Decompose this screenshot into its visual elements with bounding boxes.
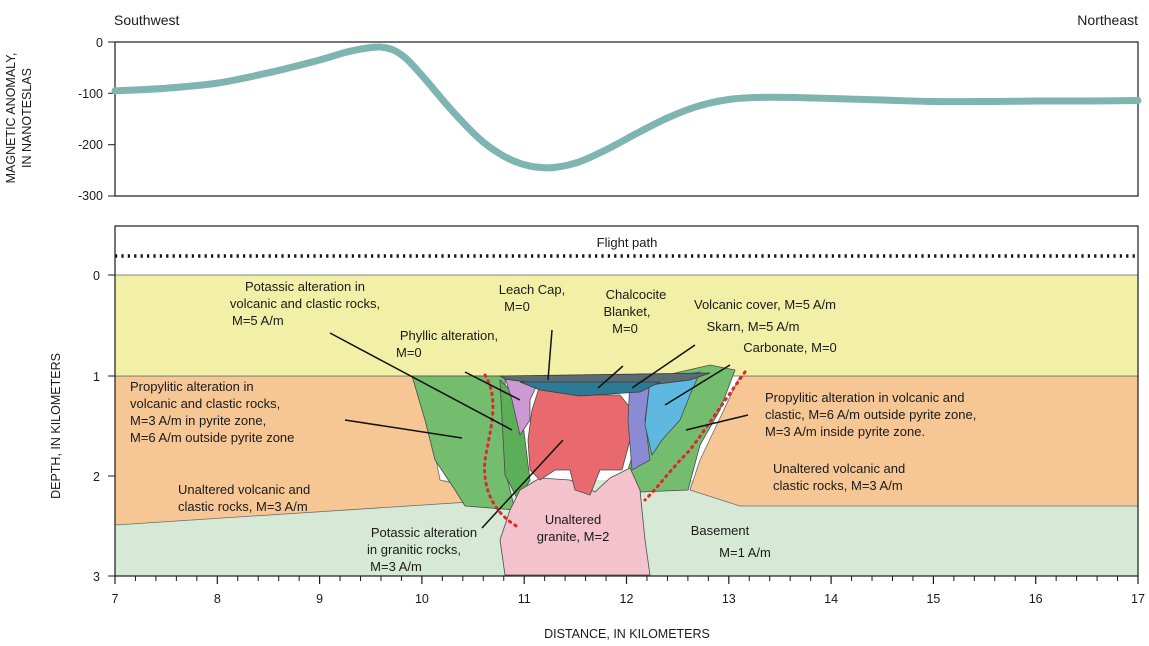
depth-yticks: 0 1 2 3 [93, 269, 115, 584]
xtick-label: 8 [214, 592, 221, 606]
xtick-label: 15 [926, 592, 940, 606]
label-unaltered-right-2: clastic rocks, M=3 A/m [773, 478, 903, 493]
magnetic-ylabel-line1: MAGNETIC ANOMALY, [4, 53, 18, 184]
mag-ytick-1: -100 [78, 87, 103, 101]
label-basement-1: Basement [691, 523, 750, 538]
label-volcanic-cover: Volcanic cover, M=5 A/m [694, 297, 836, 312]
label-unaltered-left-1: Unaltered volcanic and [178, 482, 310, 497]
xtick-label: 11 [518, 592, 531, 606]
leader-chalcocite [597, 365, 624, 389]
xtick-label: 13 [722, 592, 736, 606]
mag-ytick-2: -200 [78, 138, 103, 152]
label-potassic-granitic-1: Potassic alteration [371, 525, 477, 540]
label-phyllic-1: Phyllic alteration, [400, 328, 498, 343]
volcanic-cover-unit [114, 274, 1139, 377]
leader-potassic-granitic [481, 439, 564, 529]
magnetic-anomaly-curve [111, 43, 1142, 172]
pyrite-zone-boundary-right [643, 370, 747, 502]
label-phyllic-2: M=0 [396, 345, 422, 360]
xtick-label: 10 [415, 592, 429, 606]
label-propylitic-left-1: Propylitic alteration in [130, 379, 254, 394]
southwest-label: Southwest [114, 12, 179, 28]
leader-lines [329, 329, 749, 529]
label-unaltered-granite-2: granite, M=2 [537, 529, 610, 544]
leader-phyllic [464, 371, 521, 401]
xtick-label: 16 [1029, 592, 1043, 606]
label-potassic-granitic-3: M=3 A/m [370, 559, 422, 574]
mag-ytick-3: -300 [78, 189, 103, 203]
xtick-label: 7 [112, 592, 119, 606]
label-chalcocite-1: Chalcocite [606, 287, 667, 302]
label-propylitic-right-2: clastic, M=6 A/m outside pyrite zone, [765, 407, 976, 422]
label-propylitic-left-4: M=6 A/m outside pyrite zone [130, 430, 294, 445]
magnetic-ylabel: MAGNETIC ANOMALY, IN NANOTESLAS [4, 53, 34, 184]
label-unaltered-left-2: clastic rocks, M=3 A/m [178, 499, 308, 514]
mag-ytick-0: 0 [96, 36, 103, 50]
label-propylitic-right-1: Propylitic alteration in volcanic and [765, 390, 964, 405]
label-skarn: Skarn, M=5 A/m [707, 319, 800, 334]
label-unaltered-granite-1: Unaltered [545, 512, 601, 527]
leader-propylitic-left [344, 419, 463, 439]
unaltered-granite-unit [499, 467, 651, 576]
label-unaltered-right-1: Unaltered volcanic and [773, 461, 905, 476]
depth-ytick-2: 2 [93, 470, 100, 484]
leader-carbonate [664, 364, 731, 406]
leader-skarn [631, 344, 696, 389]
unit-labels: Volcanic cover, M=5 A/m Potassic alterat… [130, 279, 976, 574]
magnetic-yticks: 0 -100 -200 -300 [78, 36, 115, 203]
magnetic-ylabel-line2: IN NANOTESLAS [20, 68, 34, 168]
chalcocite-blanket-unit [519, 381, 661, 397]
depth-ytick-0: 0 [93, 269, 100, 283]
pyrite-zone-boundary-left [483, 373, 522, 530]
label-potassic-volcanic-1: Potassic alteration in [245, 279, 365, 294]
distance-xlabel: DISTANCE, IN KILOMETERS [544, 627, 710, 641]
label-leach-cap-2: M=0 [504, 299, 530, 314]
label-chalcocite-3: M=0 [612, 321, 638, 336]
label-leach-cap-1: Leach Cap, [499, 282, 566, 297]
leader-potassic-volcanic [329, 332, 513, 431]
xtick-label: 14 [824, 592, 838, 606]
depth-ytick-3: 3 [93, 570, 100, 584]
label-propylitic-right-3: M=3 A/m inside pyrite zone. [765, 424, 925, 439]
leader-leach-cap [547, 329, 553, 381]
label-propylitic-left-3: M=3 A/m in pyrite zone, [130, 413, 266, 428]
northeast-label: Northeast [1077, 12, 1138, 28]
geologic-section: Flight path [114, 226, 1139, 576]
label-potassic-volcanic-3: M=5 A/m [232, 313, 284, 328]
xtick-label: 9 [316, 592, 323, 606]
depth-ytick-1: 1 [93, 370, 100, 384]
potassic-alteration-core [527, 384, 633, 496]
xtick-label: 12 [620, 592, 634, 606]
label-carbonate: Carbonate, M=0 [743, 340, 837, 355]
label-propylitic-left-2: volcanic and clastic rocks, [130, 396, 280, 411]
label-chalcocite-2: Blanket, [604, 304, 651, 319]
label-potassic-granitic-2: in granitic rocks, [367, 542, 461, 557]
label-potassic-volcanic-2: volcanic and clastic rocks, [230, 296, 380, 311]
flight-path-label: Flight path [597, 235, 658, 250]
distance-xaxis: 7 8 9 10 11 12 13 14 15 16 17 [112, 576, 1145, 606]
leader-propylitic-right [685, 414, 749, 431]
label-basement-2: M=1 A/m [719, 545, 771, 560]
magnetic-plot-frame [114, 41, 1139, 197]
depth-ylabel: DEPTH, IN KILOMETERS [49, 353, 63, 499]
xtick-label: 17 [1131, 592, 1145, 606]
